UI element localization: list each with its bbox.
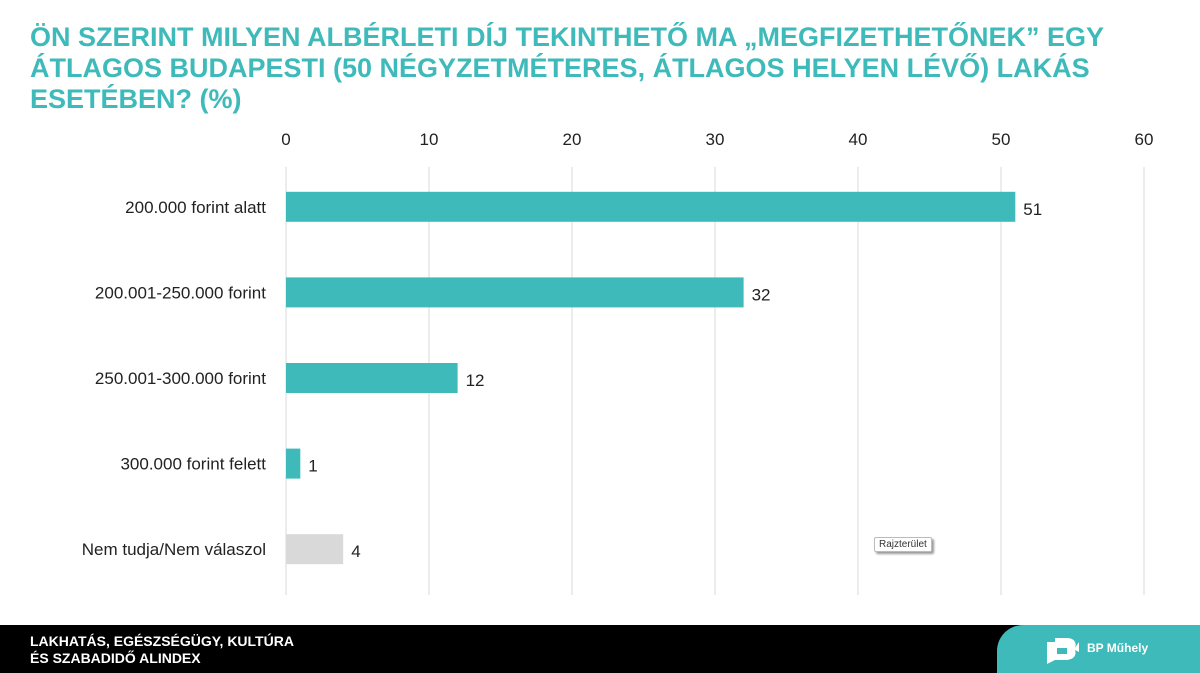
category-label: 200.001-250.000 forint (95, 283, 266, 302)
bp-muhely-logo-icon (1047, 638, 1079, 664)
x-tick-label: 50 (992, 130, 1011, 149)
data-label: 1 (308, 457, 317, 476)
x-tick-label: 20 (563, 130, 582, 149)
brand-tab: BP Műhely (997, 625, 1200, 673)
bar-chart: 0 10 20 30 40 50 60 200.000 forint alatt 51 200.0… (82, 130, 1154, 595)
chart-title: Ön szerint milyen albérleti díj tekinthe… (30, 22, 1104, 114)
bar (286, 191, 1016, 222)
x-tick-label: 10 (420, 130, 439, 149)
category-label: 200.000 forint alatt (125, 198, 266, 217)
data-label: 12 (466, 371, 485, 390)
x-tick-label: 60 (1135, 130, 1154, 149)
category-label: 300.000 forint felett (120, 455, 266, 474)
category-label: 250.001-300.000 forint (95, 369, 266, 388)
brand-name: BP Műhely (1087, 641, 1149, 655)
data-label: 4 (351, 542, 360, 561)
footer-text: LAKHATÁS, EGÉSZSÉGÜGY, KULTÚRA ÉS SZABAD… (30, 633, 294, 667)
bar (286, 534, 344, 565)
data-label: 51 (1023, 200, 1042, 219)
x-tick-label: 0 (281, 130, 290, 149)
x-tick-label: 30 (706, 130, 725, 149)
footer-line-2: ÉS SZABADIDŐ ALINDEX (30, 650, 201, 666)
footer-line-1: LAKHATÁS, EGÉSZSÉGÜGY, KULTÚRA (30, 633, 294, 649)
category-label: Nem tudja/Nem válaszol (82, 540, 266, 559)
bar (286, 277, 744, 308)
x-tick-label: 40 (849, 130, 868, 149)
tooltip: Rajzterület (874, 537, 932, 552)
bar (286, 448, 301, 479)
bar (286, 363, 458, 393)
data-label: 32 (752, 285, 771, 304)
footer: LAKHATÁS, EGÉSZSÉGÜGY, KULTÚRA ÉS SZABAD… (0, 625, 1200, 673)
